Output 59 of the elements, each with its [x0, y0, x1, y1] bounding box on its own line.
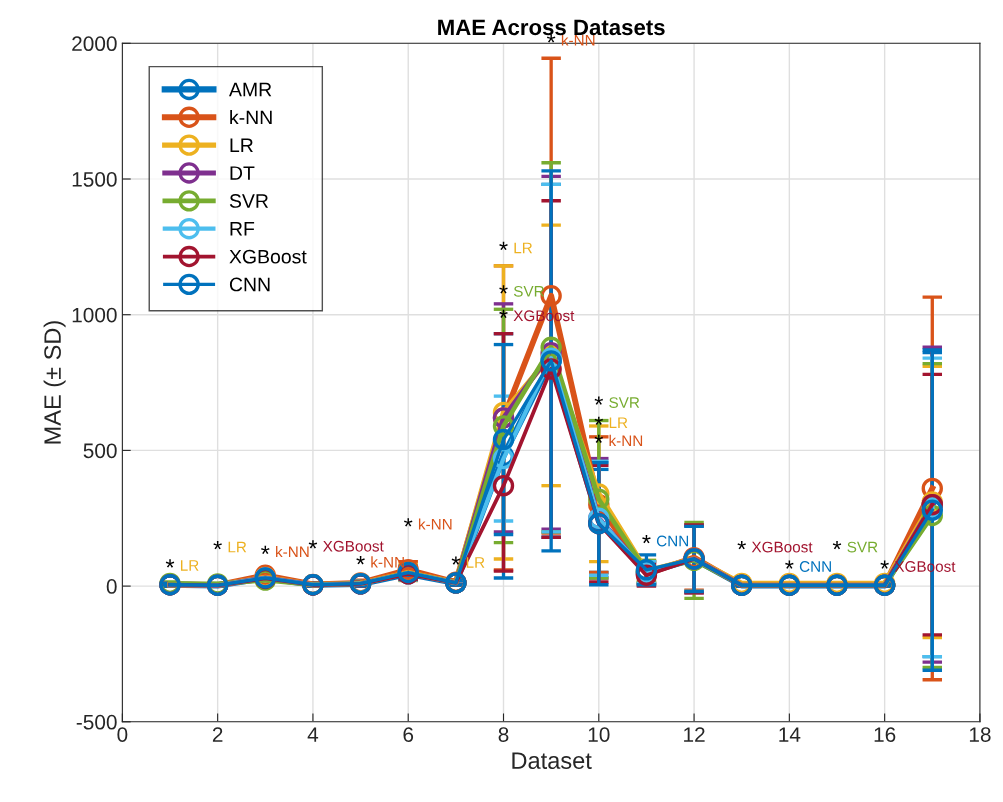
annotation: * — [404, 518, 413, 527]
y-tick-label: 500 — [83, 443, 117, 459]
x-tick-label: 18 — [969, 727, 991, 742]
annotation: * — [165, 559, 175, 568]
annotation: * — [642, 534, 651, 544]
y-tick-label: -500 — [76, 714, 117, 730]
annotation: LR — [228, 541, 247, 553]
x-tick-label: 2 — [212, 727, 223, 742]
legend-label: AMR — [229, 82, 272, 97]
annotation: LR — [514, 242, 533, 254]
annotation: * — [737, 541, 746, 550]
annotation: * — [546, 34, 556, 43]
annotation: * — [451, 556, 461, 565]
annotation: k-NN — [276, 546, 309, 558]
annotation: k-NN — [418, 518, 452, 530]
x-tick-label: 8 — [498, 727, 509, 742]
annotation: * — [880, 560, 889, 569]
legend-label: RF — [230, 222, 255, 236]
x-tick-label: 6 — [403, 727, 414, 742]
annotation: * — [594, 434, 604, 443]
chart-title: MAE Across Datasets — [438, 19, 665, 36]
y-tick-label: 0 — [106, 579, 117, 594]
legend-label: LR — [230, 138, 253, 152]
x-tick-label: 14 — [779, 727, 801, 742]
annotation: * — [356, 556, 365, 565]
annotation: * — [785, 560, 794, 569]
x-tick-label: 12 — [684, 727, 705, 742]
annotation: * — [594, 396, 604, 405]
annotation: CNN — [799, 561, 831, 572]
annotation: XGBoost — [323, 540, 384, 552]
annotation: CNN — [656, 535, 689, 547]
annotation: * — [308, 540, 318, 549]
legend-label: DT — [230, 166, 255, 180]
annotation: k-NN — [371, 556, 404, 568]
annotation: LR — [466, 557, 485, 568]
y-tick-label: 1000 — [72, 307, 117, 323]
y-tick-label: 2000 — [72, 36, 117, 52]
annotation: k-NN — [609, 434, 643, 446]
annotation: SVR — [847, 541, 878, 553]
x-tick-label: 16 — [874, 727, 896, 742]
annotation: LR — [609, 417, 628, 428]
x-tick-label: 4 — [307, 727, 319, 742]
y-tick-label: 1500 — [72, 172, 117, 187]
annotation: * — [499, 241, 508, 251]
annotation: SVR — [609, 397, 640, 408]
annotation: * — [499, 309, 508, 318]
annotation: * — [832, 541, 842, 550]
legend-label: k-NN — [230, 110, 272, 125]
annotation: XGBoost — [751, 541, 813, 553]
annotation: * — [261, 545, 270, 555]
legend-label: XGBoost — [229, 249, 307, 264]
x-tick-label: 10 — [588, 727, 610, 742]
y-axis-title: MAE (± SD) — [43, 321, 66, 444]
x-axis-title: Dataset — [512, 752, 592, 769]
x-tick-label: 0 — [117, 727, 128, 742]
legend-label: CNN — [229, 277, 270, 292]
annotation: * — [213, 541, 222, 550]
annotation: LR — [180, 560, 199, 571]
legend-label: SVR — [229, 194, 269, 208]
